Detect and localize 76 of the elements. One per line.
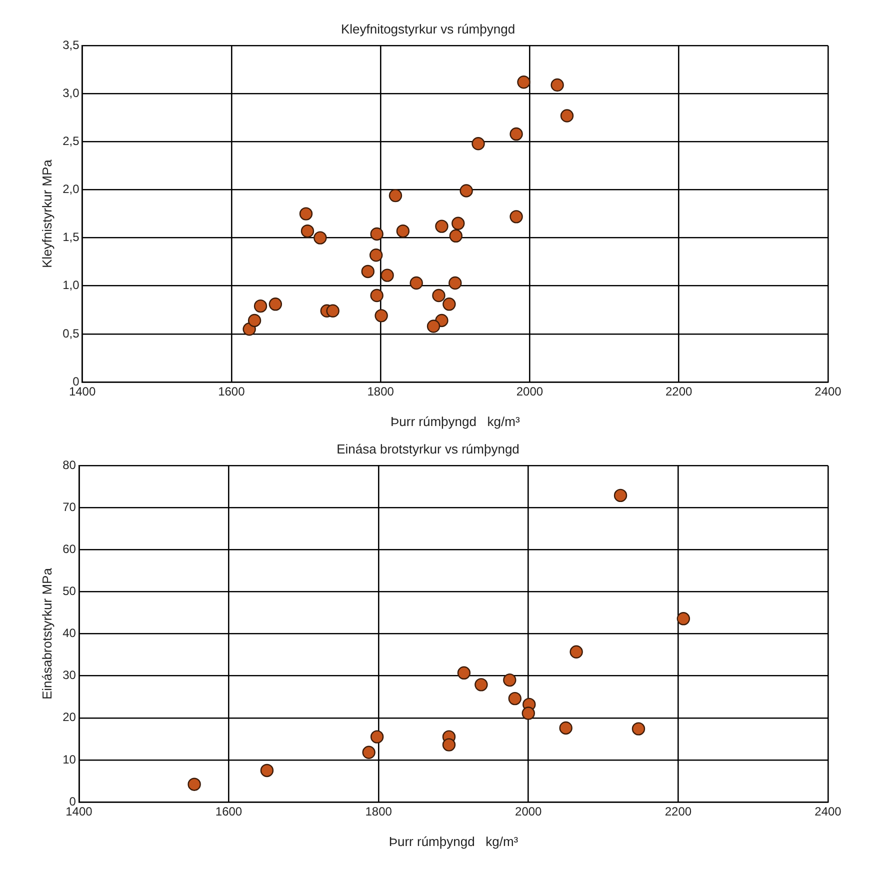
- x-tick-label: 2200: [664, 804, 692, 819]
- y-tick-label: 50: [62, 584, 76, 598]
- x-axis-title: Þurr rúmþyngd kg/m³: [390, 414, 520, 429]
- x-tick-label: 1800: [367, 384, 394, 399]
- point: [442, 298, 456, 311]
- y-axis-title: Kleyfnistyrkur MPa: [39, 158, 54, 268]
- point: [517, 76, 530, 89]
- point: [396, 224, 410, 238]
- point: [448, 276, 462, 290]
- chart-title: Einása brotstyrkur vs rúmþyngd: [336, 441, 520, 456]
- point: [508, 692, 522, 706]
- point: [299, 207, 313, 220]
- point: [614, 488, 628, 502]
- point: [472, 137, 485, 150]
- point: [560, 109, 574, 122]
- point: [370, 288, 384, 302]
- point: [510, 127, 523, 141]
- x-tick-label: 2400: [814, 384, 842, 399]
- point: [510, 210, 523, 224]
- point: [426, 320, 440, 333]
- point: [632, 722, 646, 736]
- y-tick-label: 2,0: [62, 182, 80, 196]
- point: [254, 299, 268, 313]
- point: [248, 314, 262, 328]
- x-tick-label: 1600: [218, 384, 246, 399]
- point: [522, 706, 535, 720]
- point: [435, 220, 448, 233]
- point: [503, 673, 516, 687]
- x-tick-label: 2000: [515, 804, 542, 819]
- y-tick-label: 80: [62, 458, 76, 472]
- point: [432, 288, 446, 302]
- point: [570, 645, 583, 658]
- y-tick-label: 3,5: [62, 38, 80, 52]
- point: [457, 666, 471, 680]
- y-tick-label: 10: [62, 752, 76, 766]
- point: [380, 268, 394, 282]
- point: [314, 231, 327, 244]
- point: [268, 298, 282, 311]
- y-axis-title: Einásabrotstyrkur MPa: [39, 567, 54, 700]
- point: [370, 730, 384, 744]
- point: [388, 188, 402, 202]
- x-tick-label: 1800: [365, 804, 392, 819]
- x-tick-label: 1600: [215, 804, 242, 819]
- y-tick-label: 2,5: [62, 134, 80, 148]
- point: [442, 738, 456, 752]
- x-tick-label: 2400: [814, 804, 842, 819]
- point: [474, 678, 488, 692]
- point: [361, 264, 374, 278]
- y-tick-label: 0,5: [62, 326, 80, 340]
- x-tick-label: 2200: [666, 384, 693, 399]
- point: [300, 224, 314, 238]
- x-axis-title: Þurr rúmþyngd kg/m³: [388, 834, 519, 849]
- point: [550, 78, 564, 92]
- point: [326, 304, 340, 318]
- y-tick-label: 20: [62, 710, 76, 724]
- y-tick-label: 30: [62, 668, 76, 682]
- point: [676, 612, 690, 626]
- y-tick-label: 60: [62, 542, 76, 556]
- point: [260, 764, 274, 778]
- point: [362, 746, 376, 759]
- point: [559, 721, 572, 735]
- y-tick-label: 70: [62, 500, 76, 514]
- y-tick-label: 3,0: [62, 86, 80, 100]
- point: [449, 229, 462, 243]
- point: [452, 216, 465, 230]
- point: [374, 309, 388, 322]
- point: [410, 276, 423, 290]
- point: [370, 227, 384, 241]
- chart-title: Kleyfnitogstyrkur vs rúmþyngd: [340, 21, 516, 36]
- point: [369, 248, 383, 262]
- y-tick-label: 40: [62, 626, 76, 640]
- point: [460, 184, 473, 198]
- y-tick-label: 1,5: [62, 230, 80, 244]
- y-tick-label: 1,0: [62, 278, 80, 292]
- x-tick-label: 2000: [516, 384, 544, 399]
- point: [188, 778, 201, 791]
